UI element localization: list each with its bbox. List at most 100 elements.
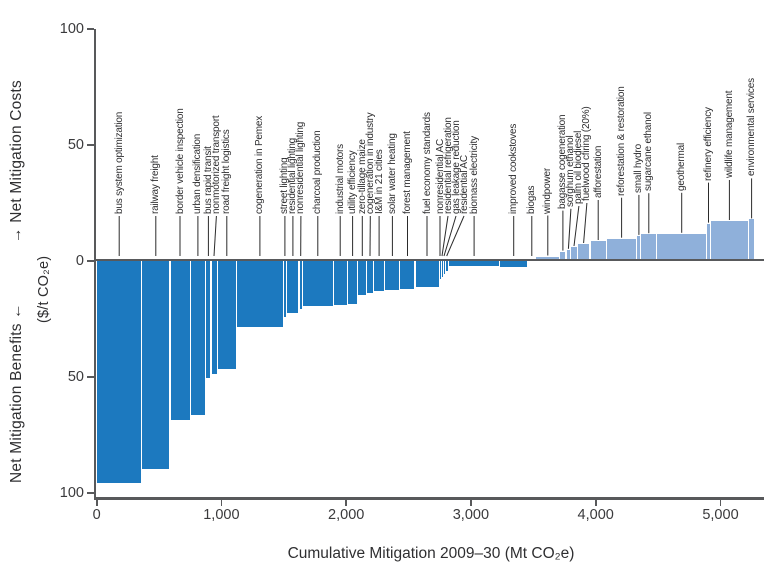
chart-bar: [441, 260, 443, 277]
chart-bar: [347, 260, 358, 305]
chart-bar: [333, 260, 347, 306]
leader-line: [443, 215, 457, 257]
chart-bar: [536, 256, 560, 260]
x-tick: [96, 499, 98, 506]
chart-bar: [748, 219, 755, 260]
chart-bar: [439, 260, 441, 279]
bar-label: solar water heating: [386, 133, 398, 214]
chart-bar: [707, 223, 710, 260]
y-tick-label: 50: [67, 137, 84, 153]
bar-label: nonmotorized transport: [210, 115, 222, 214]
bar-label: I&M in 21 cities: [373, 149, 385, 214]
chart-bar: [142, 260, 170, 469]
y-tick: [87, 144, 94, 146]
x-tick-label: 2,000: [328, 507, 365, 523]
chart-bar: [641, 234, 657, 260]
chart-bar: [217, 260, 237, 369]
chart-bar: [358, 260, 367, 295]
chart-bar: [606, 238, 637, 260]
y-tick: [87, 492, 94, 494]
leader-line: [446, 215, 465, 257]
bar-label: afforestation: [592, 145, 604, 198]
chart-bar: [367, 260, 373, 293]
chart-bar: [206, 260, 211, 379]
bar-label: industrial motors: [334, 144, 346, 214]
bar-label: utility efficiency: [347, 150, 359, 214]
leader-line: [213, 215, 217, 257]
bar-label: border vehicle inspection: [174, 108, 186, 214]
chart-bar: [657, 233, 706, 260]
chart-bar: [577, 244, 590, 260]
chart-bar: [283, 260, 287, 317]
x-axis-line: [93, 497, 764, 500]
bar-label: bus system optimization: [113, 111, 125, 214]
y-tick-label: 50: [67, 369, 84, 385]
chart-bar: [449, 260, 500, 266]
x-tick-label: 3,000: [452, 507, 490, 523]
chart-bar: [170, 260, 190, 421]
chart-bar: [571, 247, 577, 260]
bar-label: road freight logistics: [221, 129, 233, 214]
bar-label: geothermal: [676, 142, 688, 191]
x-tick: [470, 499, 472, 506]
y-axis-benefits-title: Net Mitigation Benefits ←: [8, 303, 25, 483]
chart-bar: [637, 235, 641, 260]
x-tick-label: 1,000: [203, 507, 240, 523]
chart-bar: [373, 260, 385, 292]
chart-bar: [400, 260, 415, 289]
y-tick-label: 100: [59, 485, 84, 501]
chart-bar: [287, 260, 299, 314]
chart-bar: [590, 241, 606, 260]
bar-label: cogeneration in Pemex: [254, 115, 266, 214]
bar-label: biomass electricity: [468, 136, 480, 214]
x-tick: [220, 499, 223, 506]
x-tick: [595, 499, 597, 506]
bar-label: railway freight: [150, 155, 162, 214]
y-tick: [87, 260, 94, 262]
chart-bar: [443, 260, 445, 274]
x-tick-label: 0: [92, 507, 101, 523]
chart-bar: [566, 249, 571, 260]
bar-label: windpower: [542, 167, 554, 214]
bar-label: refinery efficiency: [703, 106, 714, 181]
bar-label: nonresidential lighting: [295, 121, 307, 214]
chart-bar: [190, 260, 206, 416]
leader-line: [583, 202, 588, 244]
bar-label: wildlife management: [723, 90, 735, 178]
chart-bar: [302, 260, 333, 307]
y-axis-costs-title: → Net Mitigation Costs: [8, 80, 25, 243]
y-tick-label: 0: [75, 253, 84, 269]
bar-label: reforestation & restoration: [616, 86, 628, 196]
chart-bar: [415, 260, 439, 287]
chart-bar: [237, 260, 283, 328]
y-tick: [87, 376, 94, 378]
chart-bar: [711, 221, 748, 260]
chart-bar: [445, 260, 448, 272]
bar-label: fuel economy standards: [421, 112, 433, 214]
zero-line: [93, 258, 764, 262]
chart-bar: [299, 260, 302, 309]
leader-line: [567, 208, 572, 249]
bar-label: biogas: [526, 185, 538, 214]
bar-label: sugarcane ethanol: [643, 112, 655, 192]
bar-label: improved cookstoves: [508, 123, 520, 214]
bar-label: fuelwood cfiring (20%): [581, 106, 593, 201]
chart-bar: [560, 251, 566, 260]
x-tick-label: 5,000: [702, 507, 739, 523]
y-tick: [87, 28, 94, 30]
y-axis-line: [93, 29, 96, 499]
x-tick-label: 4,000: [577, 507, 614, 523]
bar-label: urban densification: [192, 133, 204, 214]
chart-bar: [97, 260, 142, 483]
y-tick-label: 100: [59, 21, 84, 37]
bar-label: residential AC: [458, 155, 470, 214]
leader-line: [441, 215, 449, 257]
x-tick: [719, 499, 722, 506]
bar-label: charcoal production: [312, 130, 324, 214]
leader-line: [573, 205, 580, 247]
chart-bar: [211, 260, 217, 374]
bar-label: forest management: [402, 131, 413, 214]
x-axis-title: Cumulative Mitigation 2009–30 (Mt CO₂e): [287, 545, 575, 562]
chart-bar: [500, 260, 528, 267]
